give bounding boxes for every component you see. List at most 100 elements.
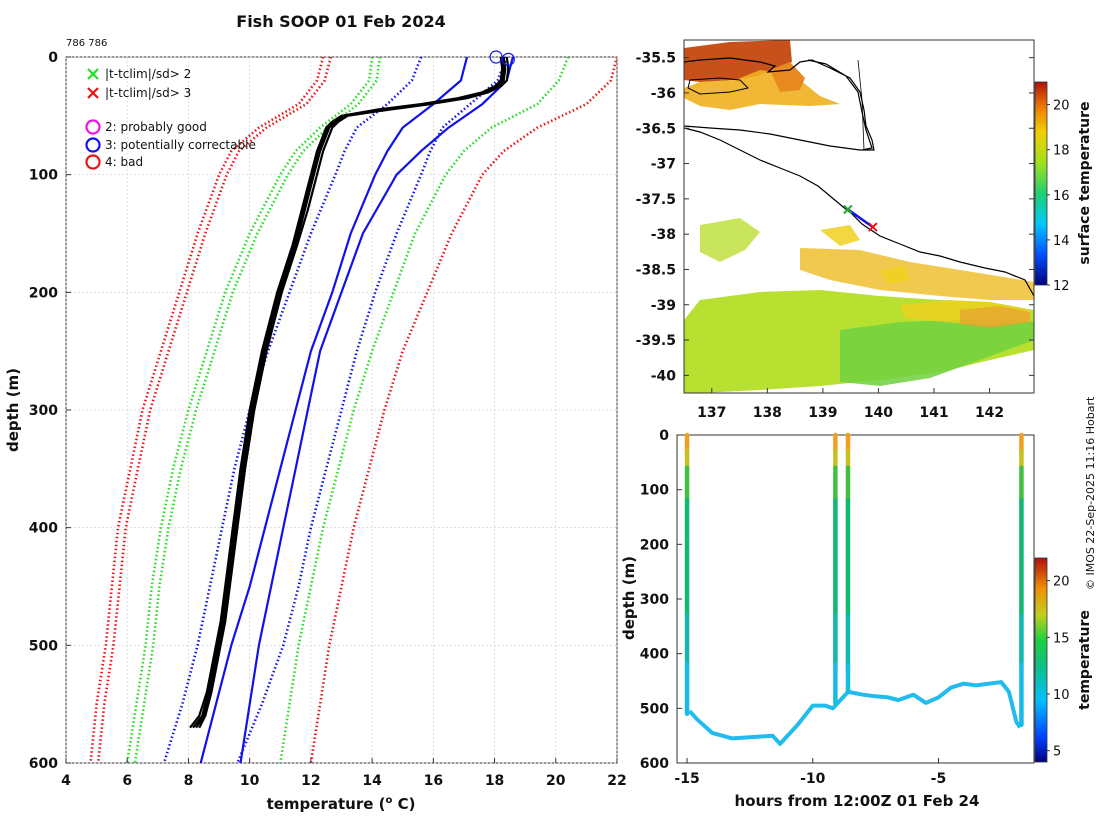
map-y-tick-label: -35.5 — [636, 51, 676, 67]
map-x-tick-label: 142 — [975, 405, 1004, 421]
copyright-note: © IMOS 22-Sep-2025 11:16 Hobart — [1084, 396, 1097, 590]
legend-o-marker — [85, 154, 101, 170]
sst-patch-shelf-green — [840, 318, 1034, 386]
y-tick-label: 0 — [48, 50, 58, 66]
legend-label: |t-tclim|/sd> 2 — [105, 67, 191, 81]
x-tick-label: 6 — [122, 773, 132, 789]
profile-x-label: temperature (o C) — [267, 795, 416, 813]
legend-x-marker — [87, 87, 99, 99]
map-ship-track — [843, 204, 878, 232]
section-x-tick-label: -10 — [800, 771, 826, 787]
envelope-line-5 — [199, 57, 469, 763]
flag-marker — [501, 52, 515, 66]
map-y-tick-label: -37 — [651, 157, 676, 173]
section-plot: -15 -10 -5 0 100 200 300 400 500 600 hours from … — [620, 428, 1093, 810]
section-data — [684, 432, 1024, 746]
sst-colorbar-ticks: 12 14 16 18 20 — [1047, 99, 1070, 294]
sst-cb-tick-label: 16 — [1053, 189, 1070, 204]
y-tick-label: 300 — [29, 403, 58, 419]
section-y-tick-label: 100 — [640, 483, 669, 499]
map-x-tick-label: 138 — [753, 405, 782, 421]
map-x-tick-label: 139 — [808, 405, 837, 421]
track-start-marker — [843, 204, 853, 215]
x-tick-label: 22 — [607, 773, 626, 789]
section-y-label: depth (m) — [620, 556, 638, 640]
temp-cb-tick-label: 5 — [1053, 745, 1061, 760]
sst-cb-tick-label: 12 — [1053, 279, 1070, 294]
profile-line-3 — [198, 57, 510, 729]
map-y-tick-label: -39 — [651, 298, 676, 314]
x-tick-label: 12 — [301, 773, 320, 789]
sst-map: 137 138 139 140 141 142 -35.5 -36 -36.5 -37 -37.5… — [636, 39, 1093, 421]
sst-patch-north-yellow — [684, 70, 840, 110]
map-y-tick-label: -38.5 — [636, 262, 676, 278]
legend-label: |t-tclim|/sd> 3 — [105, 86, 191, 100]
coastline — [684, 57, 1034, 297]
map-y-tick-label: -37.5 — [636, 192, 676, 208]
map-axes-frame — [683, 39, 1035, 394]
sst-patch-east-orange — [960, 306, 1030, 328]
x-tick-label: 16 — [424, 773, 443, 789]
sst-patch-coastal — [800, 248, 1034, 300]
map-y-tick-label: -39.5 — [636, 333, 676, 349]
y-tick-label: 600 — [29, 756, 58, 772]
y-tick-label: 200 — [29, 285, 58, 301]
map-x-tick-label: 141 — [919, 405, 948, 421]
map-content — [684, 40, 1034, 393]
profile-plot: 4 6 8 10 12 14 16 18 20 22 0 100 200 300 400 500 600 te… — [4, 50, 627, 813]
envelope-line-6 — [239, 57, 514, 763]
section-x-tick-label: -15 — [674, 771, 699, 787]
sst-patch-mid — [700, 218, 760, 262]
section-y-tick-label: 500 — [640, 701, 669, 717]
section-y-tick-label: 200 — [640, 537, 669, 553]
sst-cb-tick-label: 20 — [1053, 99, 1070, 114]
temp-cb-tick-label: 20 — [1053, 575, 1070, 590]
temp-cb-tick-label: 15 — [1053, 631, 1070, 646]
island-outline — [687, 77, 749, 95]
map-y-ticks: -35.5 -36 -36.5 -37 -37.5 -38 -38.5 -39 -39.5 -40 — [636, 51, 1034, 384]
map-x-tick-label: 137 — [697, 405, 726, 421]
legend-x-marker — [87, 68, 99, 80]
profile-y-ticks: 0 100 200 300 400 500 600 — [29, 50, 71, 772]
section-x-tick-label: -5 — [931, 771, 947, 787]
profile-axes-frame — [65, 56, 618, 764]
profile-legend: |t-tclim|/sd> 2 |t-tclim|/sd> 3 2: probabl… — [85, 67, 256, 170]
section-y-ticks: 0 100 200 300 400 500 600 — [640, 428, 682, 772]
legend-o-marker — [85, 137, 101, 153]
temperature-colorbar-label: temperature — [1077, 610, 1093, 710]
y-tick-label: 100 — [29, 168, 58, 184]
envelope-line-9 — [309, 57, 617, 763]
x-tick-label: 10 — [240, 773, 260, 789]
map-y-tick-label: -40 — [651, 368, 677, 384]
sst-cb-tick-label: 18 — [1053, 144, 1070, 159]
envelope-line-2 — [125, 57, 374, 763]
sst-patch-gulf — [770, 62, 805, 92]
legend-o-marker — [85, 119, 101, 135]
bottom-track-line — [688, 680, 1022, 746]
x-tick-label: 18 — [485, 773, 504, 789]
cast-ids: 786 786 — [66, 38, 107, 49]
legend-label: 4: bad — [105, 155, 143, 169]
state-border — [857, 59, 865, 151]
profile-flag-markers — [489, 50, 515, 66]
temperature-colorbar — [1034, 557, 1048, 763]
temperature-colorbar-ticks: 5 10 15 20 — [1047, 575, 1070, 760]
map-y-tick-label: -38 — [651, 227, 676, 243]
legend-label: 2: probably good — [105, 120, 207, 134]
temp-cb-tick-label: 10 — [1053, 688, 1070, 703]
map-x-ticks: 137 138 139 140 141 142 — [697, 388, 1004, 421]
x-tick-label: 14 — [362, 773, 382, 789]
degree-superscript: o — [385, 795, 392, 806]
section-y-tick-label: 300 — [640, 592, 669, 608]
profile-casts — [189, 57, 510, 729]
y-tick-label: 400 — [29, 521, 58, 537]
legend-label: 3: potentially correctable — [105, 138, 256, 152]
section-y-tick-label: 400 — [640, 647, 669, 663]
sst-colorbar — [1034, 81, 1048, 286]
sst-patches — [684, 40, 1034, 393]
section-y-tick-label: 0 — [659, 428, 669, 444]
flag-marker — [489, 50, 503, 64]
section-x-label: hours from 12:00Z 01 Feb 24 — [735, 792, 980, 810]
envelope-line-1 — [96, 57, 333, 763]
